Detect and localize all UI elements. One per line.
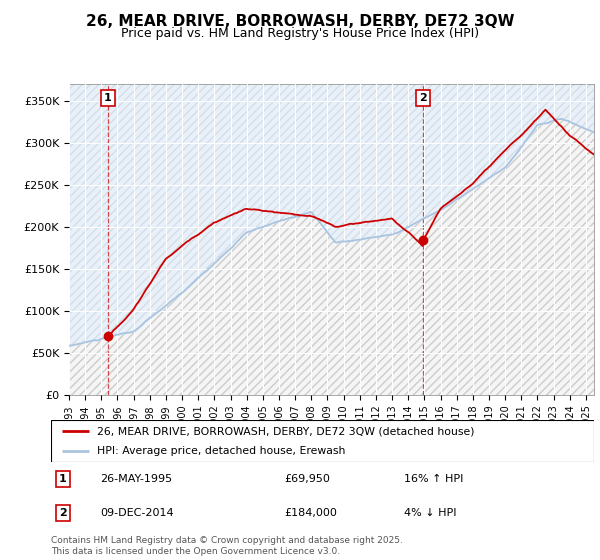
Text: Price paid vs. HM Land Registry's House Price Index (HPI): Price paid vs. HM Land Registry's House … xyxy=(121,27,479,40)
Line: HPI: Average price, detached house, Erewash: HPI: Average price, detached house, Erew… xyxy=(69,119,594,346)
HPI: Average price, detached house, Erewash: (2e+03, 7.44e+04): Average price, detached house, Erewash: … xyxy=(127,329,134,335)
Line: 26, MEAR DRIVE, BORROWASH, DERBY, DE72 3QW (detached house): 26, MEAR DRIVE, BORROWASH, DERBY, DE72 3… xyxy=(108,110,594,336)
26, MEAR DRIVE, BORROWASH, DERBY, DE72 3QW (detached house) xyxy=(195,231,202,238)
Text: £184,000: £184,000 xyxy=(284,508,337,518)
Text: 1: 1 xyxy=(59,474,67,484)
Text: 1: 1 xyxy=(104,93,112,103)
Text: 2: 2 xyxy=(419,93,427,103)
Text: 2: 2 xyxy=(59,508,67,518)
26, MEAR DRIVE, BORROWASH, DERBY, DE72 3QW (detached house) xyxy=(531,118,538,124)
HPI: Average price, detached house, Erewash: (2.01e+03, 2.08e+05): Average price, detached house, Erewash: … xyxy=(418,216,425,223)
Text: £69,950: £69,950 xyxy=(284,474,331,484)
Text: 26, MEAR DRIVE, BORROWASH, DERBY, DE72 3QW: 26, MEAR DRIVE, BORROWASH, DERBY, DE72 3… xyxy=(86,14,514,29)
Text: HPI: Average price, detached house, Erewash: HPI: Average price, detached house, Erew… xyxy=(97,446,346,456)
Text: 09-DEC-2014: 09-DEC-2014 xyxy=(100,508,173,518)
Text: Contains HM Land Registry data © Crown copyright and database right 2025.
This d: Contains HM Land Registry data © Crown c… xyxy=(51,536,403,556)
26, MEAR DRIVE, BORROWASH, DERBY, DE72 3QW (detached house) xyxy=(381,216,388,223)
26, MEAR DRIVE, BORROWASH, DERBY, DE72 3QW (detached house) xyxy=(542,106,549,113)
26, MEAR DRIVE, BORROWASH, DERBY, DE72 3QW (detached house) xyxy=(408,232,415,239)
26, MEAR DRIVE, BORROWASH, DERBY, DE72 3QW (detached house) xyxy=(397,223,404,230)
Text: 16% ↑ HPI: 16% ↑ HPI xyxy=(404,474,463,484)
26, MEAR DRIVE, BORROWASH, DERBY, DE72 3QW (detached house) xyxy=(118,319,125,326)
Text: 26, MEAR DRIVE, BORROWASH, DERBY, DE72 3QW (detached house): 26, MEAR DRIVE, BORROWASH, DERBY, DE72 3… xyxy=(97,426,475,436)
26, MEAR DRIVE, BORROWASH, DERBY, DE72 3QW (detached house) xyxy=(590,151,598,158)
Bar xyxy=(69,84,594,395)
HPI: Average price, detached house, Erewash: (2.02e+03, 3.29e+05): Average price, detached house, Erewash: … xyxy=(558,115,565,122)
HPI: Average price, detached house, Erewash: (1.99e+03, 5.83e+04): Average price, detached house, Erewash: … xyxy=(65,343,73,349)
HPI: Average price, detached house, Erewash: (2.02e+03, 2.67e+05): Average price, detached house, Erewash: … xyxy=(497,167,505,174)
HPI: Average price, detached house, Erewash: (2.02e+03, 2.21e+05): Average price, detached house, Erewash: … xyxy=(438,206,445,213)
Text: 4% ↓ HPI: 4% ↓ HPI xyxy=(404,508,457,518)
26, MEAR DRIVE, BORROWASH, DERBY, DE72 3QW (detached house) xyxy=(104,333,112,339)
HPI: Average price, detached house, Erewash: (2.03e+03, 3.13e+05): Average price, detached house, Erewash: … xyxy=(590,129,598,136)
Text: 26-MAY-1995: 26-MAY-1995 xyxy=(100,474,172,484)
HPI: Average price, detached house, Erewash: (2.02e+03, 2.46e+05): Average price, detached house, Erewash: … xyxy=(470,185,478,192)
HPI: Average price, detached house, Erewash: (2.02e+03, 2.36e+05): Average price, detached house, Erewash: … xyxy=(458,193,466,200)
